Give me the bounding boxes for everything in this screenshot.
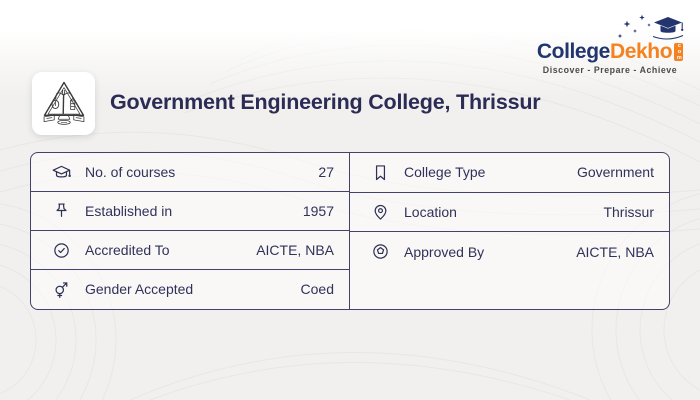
college-name-title: Government Engineering College, Thrissur	[110, 90, 541, 114]
info-value: Thrissur	[603, 203, 654, 220]
info-value: 27	[318, 164, 334, 180]
brand-com-badge: com	[674, 42, 684, 61]
bookmark-icon	[370, 162, 391, 183]
college-info-table: No. of courses 27 Established in 1957	[30, 152, 670, 310]
location-pin-icon	[370, 201, 391, 222]
brand-tagline: Discover - Prepare - Achieve	[542, 65, 678, 75]
info-row-college-type: College Type Government	[350, 153, 669, 193]
pushpin-icon	[51, 201, 72, 222]
info-row-accredited: Accredited To AICTE, NBA	[31, 231, 349, 270]
college-emblem-icon	[43, 81, 84, 125]
graduation-cap-stars-icon	[617, 14, 684, 40]
info-label: No. of courses	[85, 164, 176, 180]
gender-icon	[51, 279, 72, 300]
info-label: College Type	[404, 164, 486, 181]
info-row-approved-by: Approved By AICTE, NBA	[350, 232, 669, 272]
brand-text-college: College	[536, 40, 610, 63]
info-label: Gender Accepted	[85, 281, 194, 298]
graduation-cap-icon	[51, 162, 72, 183]
empty-cell	[350, 272, 669, 310]
info-label: Location	[404, 203, 457, 220]
info-column-left: No. of courses 27 Established in 1957	[31, 153, 350, 309]
check-circle-icon	[51, 240, 72, 261]
college-logo	[32, 72, 95, 135]
info-label: Accredited To	[85, 242, 170, 258]
info-value: AICTE, NBA	[576, 243, 654, 260]
info-row-gender: Gender Accepted Coed	[31, 270, 349, 309]
info-column-right: College Type Government Location Thrissu…	[350, 153, 669, 309]
info-label: Established in	[85, 203, 173, 219]
info-row-location: Location Thrissur	[350, 193, 669, 232]
collegedekho-logo[interactable]: College Dekho com Discover - Prepare - Ach…	[526, 13, 694, 75]
info-value: 1957	[302, 203, 334, 219]
brand-text-dekho: Dekho	[609, 40, 673, 63]
info-label: Approved By	[404, 243, 485, 260]
info-value: Coed	[300, 281, 334, 298]
info-value: AICTE, NBA	[256, 242, 334, 258]
info-value: Government	[576, 164, 654, 181]
award-icon	[370, 241, 391, 262]
info-row-established: Established in 1957	[31, 192, 349, 231]
info-row-courses: No. of courses 27	[31, 153, 349, 192]
